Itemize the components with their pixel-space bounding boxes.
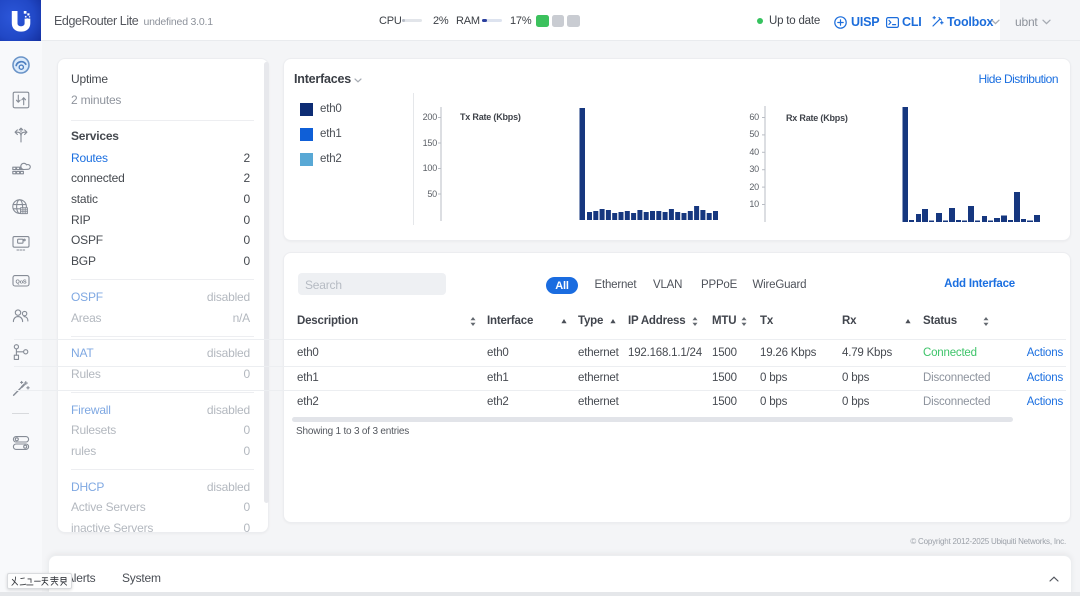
svg-text:QoS: QoS xyxy=(16,279,27,285)
